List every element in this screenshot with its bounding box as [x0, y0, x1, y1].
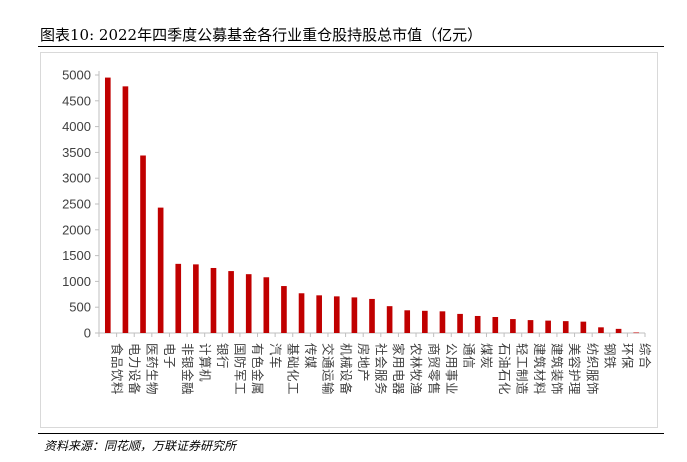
- y-tick-label: 1500: [62, 248, 91, 263]
- x-tick-label: 传媒: [303, 343, 318, 369]
- bar: [633, 332, 640, 334]
- bar: [351, 297, 358, 333]
- x-tick-label: 房地产: [356, 343, 371, 382]
- bar-chart: 0 500 1000 1500 2000 2500 3000 3500 4000 4500 5000…: [62, 68, 653, 396]
- y-tick-label: 0: [84, 326, 91, 341]
- bar: [615, 328, 622, 333]
- chart-plot-area: 0 500 1000 1500 2000 2500 3000 3500 4000 4500 5000…: [40, 52, 658, 428]
- x-tick-label: 美容护理: [567, 343, 582, 395]
- bar: [281, 286, 287, 333]
- y-tick-label: 500: [69, 300, 91, 315]
- x-tick-label: 计算机: [197, 343, 212, 382]
- bar: [457, 313, 463, 333]
- y-tick-label: 3000: [62, 171, 91, 186]
- bar: [122, 86, 129, 333]
- x-tick-label: 电力设备: [127, 343, 142, 395]
- x-tick-label: 非银金融: [180, 343, 195, 395]
- bar: [562, 321, 569, 333]
- bar: [140, 155, 146, 333]
- figure-title: 图表10: 2022年四季度公募基金各行业重仓股持股总市值（亿元）: [40, 26, 483, 44]
- x-tick-label: 银行: [215, 343, 230, 369]
- x-tick-label: 煤炭: [479, 343, 494, 369]
- x-tick-label: 综合: [638, 343, 653, 369]
- bar: [369, 298, 375, 333]
- x-tick-label: 汽车: [268, 343, 283, 369]
- bar: [333, 296, 340, 333]
- bar: [104, 77, 111, 333]
- bar: [439, 311, 446, 333]
- x-tick-label: 机械设备: [338, 343, 353, 395]
- title-rule: [38, 46, 664, 47]
- bar: [228, 271, 234, 333]
- bar: [316, 295, 322, 333]
- bar: [404, 310, 411, 333]
- bar: [193, 264, 199, 333]
- x-tick-label: 电子: [162, 343, 177, 369]
- bar: [527, 320, 534, 333]
- bar: [157, 207, 164, 333]
- x-tick-label: 商贸零售: [426, 343, 441, 395]
- y-tick-label: 2500: [62, 197, 91, 212]
- x-tick-label: 环保: [620, 343, 635, 369]
- x-tick-label: 基础化工: [285, 343, 300, 395]
- y-tick-label: 3500: [62, 145, 91, 160]
- x-tick-label: 交通运输: [321, 343, 336, 395]
- y-tick-label: 5000: [62, 68, 91, 83]
- bar: [598, 327, 604, 333]
- x-tick-label: 公用事业: [444, 343, 459, 395]
- x-tick-label: 国防军工: [233, 343, 248, 395]
- bottom-rule: [38, 433, 664, 434]
- x-tick-label: 轻工制造: [514, 343, 529, 395]
- x-tick-label: 石油石化: [497, 343, 512, 395]
- bar: [422, 310, 428, 333]
- x-tick-label: 纺织服饰: [585, 343, 600, 395]
- x-tick-label: 建筑材料: [532, 343, 547, 395]
- bar: [386, 306, 393, 333]
- x-tick-label: 建筑装饰: [550, 343, 565, 395]
- x-tick-label: 通信: [462, 343, 477, 369]
- y-tick-label: 4500: [62, 93, 91, 108]
- x-tick-label: 社会服务: [374, 343, 389, 395]
- y-tick-label: 4000: [62, 119, 91, 134]
- bar: [298, 293, 305, 333]
- x-tick-label: 钢铁: [602, 343, 617, 369]
- x-tick-label: 农林牧渔: [409, 343, 424, 395]
- y-tick-label: 2000: [62, 222, 91, 237]
- bar: [492, 317, 499, 333]
- bar: [545, 320, 551, 333]
- bar: [263, 277, 270, 333]
- bar: [210, 267, 217, 333]
- bar: [580, 321, 587, 333]
- x-tick-label: 家用电器: [391, 343, 406, 395]
- bar: [175, 263, 182, 333]
- source-note: 资料来源：同花顺，万联证券研究所: [44, 439, 237, 453]
- bar: [245, 274, 252, 333]
- bar: [510, 319, 516, 333]
- y-tick-label: 1000: [62, 274, 91, 289]
- x-tick-label: 食品饮料: [109, 343, 124, 395]
- x-tick-label: 有色金属: [250, 343, 265, 395]
- x-tick-label: 医药生物: [145, 343, 160, 395]
- bar: [474, 315, 481, 333]
